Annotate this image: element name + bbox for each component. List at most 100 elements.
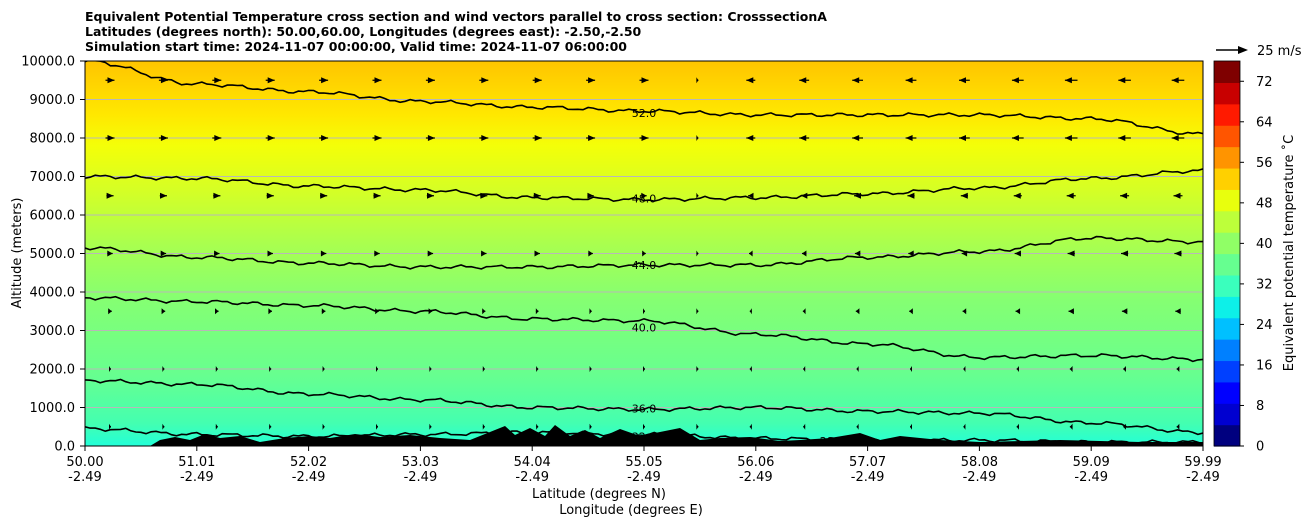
wind-vector-head [802, 308, 806, 315]
y-tick-label: 4000.0 [30, 286, 76, 301]
wind-vector-head [801, 250, 807, 257]
wind-vector-head [375, 308, 379, 315]
contour-label: 36.0 [632, 402, 657, 415]
colorbar-segment [1214, 146, 1240, 169]
wind-vector-head [536, 423, 539, 430]
wind-vector-head [269, 423, 272, 430]
wind-vector-head [963, 366, 966, 372]
wind-vector-head [749, 423, 752, 430]
wind-vector-head [910, 366, 912, 372]
colorbar-tick-label: 0 [1256, 440, 1264, 455]
wind-vector-head [908, 250, 914, 257]
wind-vector-head [905, 135, 913, 141]
wind-vector-head [1118, 135, 1126, 141]
colorbar-tick-label: 56 [1256, 156, 1273, 171]
y-tick-label: 10000.0 [21, 55, 75, 70]
colorbar-segment [1214, 274, 1240, 297]
wind-vector-head [696, 135, 699, 141]
wind-vector-head [962, 308, 967, 315]
x-tick-label-lon: -2.49 [515, 470, 549, 485]
y-axis-label: Altitude (meters) [10, 198, 25, 309]
x-tick-label-lon: -2.49 [1186, 470, 1220, 485]
wind-vector-head [960, 192, 968, 199]
wind-vector-head [961, 250, 968, 257]
x-tick-label-lat: 56.06 [737, 455, 774, 470]
wind-vector-head [588, 250, 593, 257]
wind-vector-head [1173, 192, 1181, 199]
colorbar-label: Equivalent potential temperature ˚C [1281, 135, 1297, 371]
wind-vector-head [374, 135, 382, 141]
wind-vector-head [160, 250, 167, 257]
wind-vector-head [320, 192, 328, 199]
title-line-2: Latitudes (degrees north): 50.00,60.00, … [85, 24, 642, 39]
wind-vector-head [533, 192, 541, 199]
x-tick-label-lat: 59.99 [1184, 455, 1221, 470]
wind-vector-head [803, 423, 806, 430]
x-axis: 50.00-2.4951.01-2.4952.02-2.4953.03-2.49… [66, 446, 1222, 485]
wind-vector-head [481, 135, 489, 141]
wind-vector-head [749, 366, 752, 372]
colorbar-segment [1214, 210, 1240, 233]
colorbar-tick-label: 24 [1256, 318, 1273, 333]
wind-vector-head [1067, 250, 1075, 257]
colorbar-segment [1214, 381, 1240, 404]
colorbar-segment [1214, 82, 1240, 105]
wind-vector-head [160, 192, 167, 199]
wind-vector-head [641, 192, 647, 199]
wind-vector-head [589, 308, 592, 315]
x-tick-label-lat: 55.05 [625, 455, 662, 470]
wind-vector-head [1176, 423, 1180, 430]
wind-vector-head [641, 77, 649, 84]
x-tick-label-lon: -2.49 [1074, 470, 1108, 485]
wind-vector-head [1016, 366, 1019, 372]
x-tick-label-lat: 50.00 [66, 455, 103, 470]
title-line-3: Simulation start time: 2024-11-07 00:00:… [85, 39, 627, 54]
wind-vector-head [696, 308, 699, 315]
wind-vector-head [910, 423, 912, 430]
wind-vector-head [1064, 77, 1072, 84]
wind-vector-head [696, 250, 699, 257]
wind-vector-head [427, 135, 435, 141]
wind-vector-head [535, 308, 539, 315]
wind-vector-head [907, 192, 915, 199]
x-tick-label-lat: 54.04 [514, 455, 551, 470]
wind-vector-head [162, 423, 165, 430]
quiver-key: 25 m/s [1216, 44, 1302, 59]
colorbar-segment [1214, 424, 1240, 447]
wind-vector-head [481, 77, 489, 84]
wind-vector-head [427, 250, 434, 257]
x-tick-label-lon: -2.49 [404, 470, 438, 485]
colorbar-segment [1214, 189, 1240, 212]
x-axis-label-latitude: Latitude (degrees N) [532, 487, 666, 502]
contour-line [85, 61, 1203, 135]
wind-vector-head [268, 308, 272, 315]
wind-vector-head [428, 308, 433, 315]
colorbar-segment [1214, 167, 1240, 190]
y-tick-label: 7000.0 [30, 170, 76, 185]
wind-vector-head [160, 135, 168, 141]
x-tick-label-lat: 57.07 [849, 455, 886, 470]
wind-vector-head [1011, 77, 1019, 84]
wind-vector-head [854, 192, 861, 199]
wind-vector-head [322, 366, 325, 372]
wind-vector-head [269, 366, 272, 372]
colorbar-tick-label: 32 [1256, 277, 1273, 292]
x-tick-label-lon: -2.49 [851, 470, 885, 485]
colorbar-tick-label: 16 [1256, 358, 1273, 373]
wind-vector-head [107, 250, 113, 257]
wind-vector-head [109, 366, 111, 372]
colorbar-tick-label: 40 [1256, 237, 1273, 252]
y-tick-label: 8000.0 [30, 132, 76, 147]
y-axis: 0.0 1000.0 2000.0 3000.0 4000.0 5000.0 6000.0 7… [21, 55, 85, 455]
terrain [85, 425, 1203, 446]
wind-vector-head [267, 135, 275, 141]
y-tick-label: 5000.0 [30, 247, 76, 262]
title-line-1: Equivalent Potential Temperature cross s… [85, 9, 827, 24]
x-tick-label-lon: -2.49 [180, 470, 214, 485]
wind-vector-head [1011, 135, 1019, 141]
wind-vector-head [482, 423, 485, 430]
wind-vector-head [215, 423, 218, 430]
wind-vector-head [374, 77, 382, 84]
wind-vector-head [799, 77, 807, 84]
wind-vector-head [321, 77, 329, 84]
